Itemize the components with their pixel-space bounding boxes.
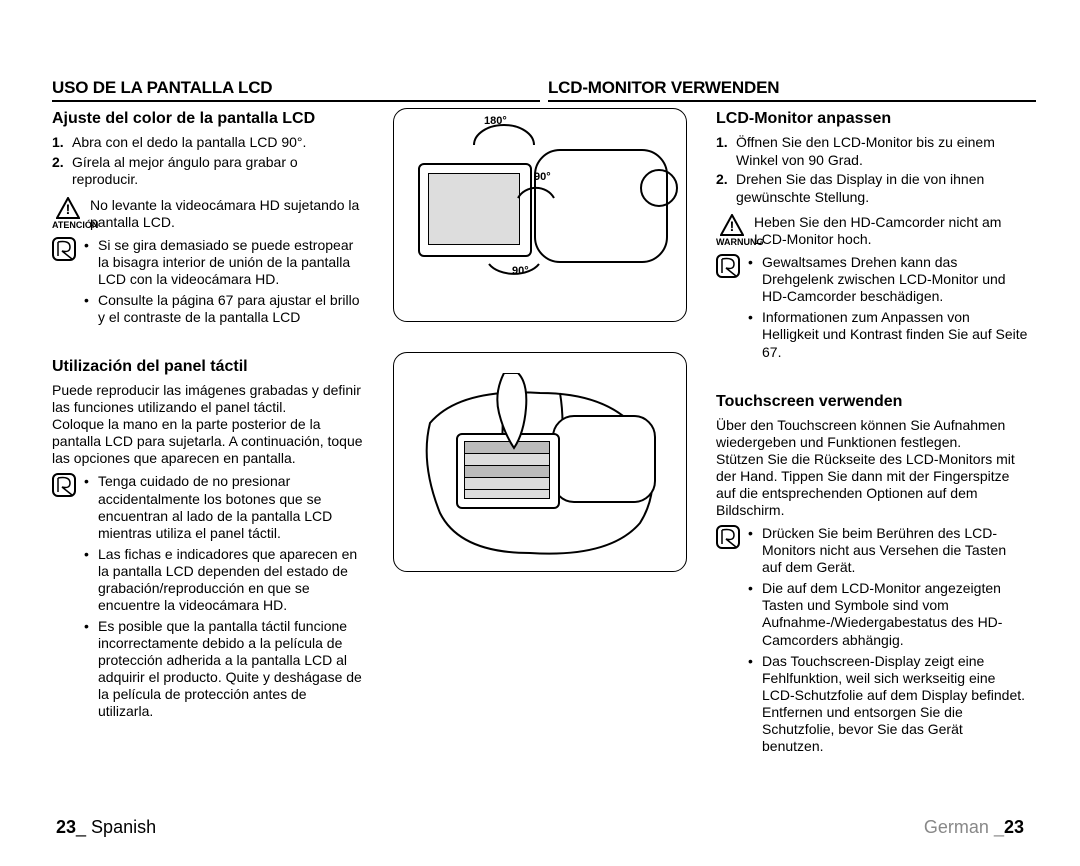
step-es-2: 2.Gírela al mejor ángulo para grabar o r… xyxy=(52,154,364,189)
note-item: Informationen zum Anpassen von Helligkei… xyxy=(748,309,1028,360)
lang-left: Spanish xyxy=(91,817,156,837)
note-es-b: Tenga cuidado de no presionar accidental… xyxy=(52,473,364,724)
note-item: Si se gira demasiado se puede estropear … xyxy=(84,237,364,288)
notes-es-a: Si se gira demasiado se puede estropear … xyxy=(84,237,364,330)
para-panel-tactil: Puede reproducir las imágenes grabadas y… xyxy=(52,382,364,467)
page-footer: 23_ Spanish German _23 xyxy=(56,817,1024,838)
note-item: Gewaltsames Drehen kann das Drehgelenk z… xyxy=(748,254,1028,305)
lang-right: German xyxy=(924,817,989,837)
step-de-1: 1.Öffnen Sie den LCD-Monitor bis zu eine… xyxy=(716,134,1028,169)
warning-text-de: Heben Sie den HD-Camcorder nicht am LCD-… xyxy=(754,214,1028,248)
notes-es-b: Tenga cuidado de no presionar accidental… xyxy=(84,473,364,724)
note-de-b: Drücken Sie beim Berühren des LCD-Monito… xyxy=(716,525,1028,759)
subheading-ajuste-color: Ajuste del color de la pantalla LCD xyxy=(52,110,364,128)
page-number-right: 23 xyxy=(1004,817,1024,837)
steps-de: 1.Öffnen Sie den LCD-Monitor bis zu eine… xyxy=(716,134,1028,206)
note-item: Tenga cuidado de no presionar accidental… xyxy=(84,473,364,541)
subheading-touchscreen: Touchscreen verwenden xyxy=(716,393,1028,411)
illustration-touchscreen xyxy=(393,352,687,572)
heading-lcd-verwenden: LCD-MONITOR VERWENDEN xyxy=(548,78,1036,102)
warning-text-es: No levante la videocámara HD sujetando l… xyxy=(90,197,364,231)
warning-de: ! WARNUNG Heben Sie den HD-Camcorder nic… xyxy=(716,214,1028,248)
step-es-1: 1.Abra con el dedo la pantalla LCD 90°. xyxy=(52,134,364,152)
note-item: Las fichas e indicadores que aparecen en… xyxy=(84,546,364,614)
warning-icon: ! WARNUNG xyxy=(716,214,748,247)
steps-es: 1.Abra con el dedo la pantalla LCD 90°. … xyxy=(52,134,364,189)
step-de-2: 2.Drehen Sie das Display in die von ihne… xyxy=(716,171,1028,206)
footer-right: German _23 xyxy=(924,817,1024,838)
note-icon xyxy=(52,237,76,261)
label-90a: 90° xyxy=(534,171,551,183)
manual-page: USO DE LA PANTALLA LCD Ajuste del color … xyxy=(0,0,1080,866)
warning-es: ! ATENCIÓN No levante la videocámara HD … xyxy=(52,197,364,231)
note-de-a: Gewaltsames Drehen kann das Drehgelenk z… xyxy=(716,254,1028,364)
note-item: Die auf dem LCD-Monitor angezeigten Tast… xyxy=(748,580,1028,648)
page-number-left: 23 xyxy=(56,817,76,837)
note-icon xyxy=(716,254,740,278)
col-spanish: USO DE LA PANTALLA LCD Ajuste del color … xyxy=(52,78,372,798)
label-90b: 90° xyxy=(512,265,529,277)
note-item: Drücken Sie beim Berühren des LCD-Monito… xyxy=(748,525,1028,576)
col-center: 180° 90° 90° xyxy=(372,78,708,798)
subheading-panel-tactil: Utilización del panel táctil xyxy=(52,358,364,376)
footer-left: 23_ Spanish xyxy=(56,817,156,838)
note-item: Consulte la página 67 para ajustar el br… xyxy=(84,292,364,326)
subheading-lcd-anpassen: LCD-Monitor anpassen xyxy=(716,110,1028,128)
columns: USO DE LA PANTALLA LCD Ajuste del color … xyxy=(52,78,1028,798)
svg-text:!: ! xyxy=(730,218,735,234)
notes-de-a: Gewaltsames Drehen kann das Drehgelenk z… xyxy=(748,254,1028,364)
svg-text:!: ! xyxy=(66,201,71,217)
note-item: Das Touchscreen-Display zeigt eine Fehlf… xyxy=(748,653,1028,755)
label-180: 180° xyxy=(484,115,507,127)
illustration-lcd-rotate: 180° 90° 90° xyxy=(393,108,687,322)
para-touchscreen: Über den Touchscreen können Sie Aufnahme… xyxy=(716,417,1028,519)
warning-icon: ! ATENCIÓN xyxy=(52,197,84,230)
note-icon xyxy=(52,473,76,497)
notes-de-b: Drücken Sie beim Berühren des LCD-Monito… xyxy=(748,525,1028,759)
note-icon xyxy=(716,525,740,549)
note-es-a: Si se gira demasiado se puede estropear … xyxy=(52,237,364,330)
note-item: Es posible que la pantalla táctil funcio… xyxy=(84,618,364,720)
col-german: LCD-MONITOR VERWENDEN LCD-Monitor anpass… xyxy=(708,78,1028,798)
